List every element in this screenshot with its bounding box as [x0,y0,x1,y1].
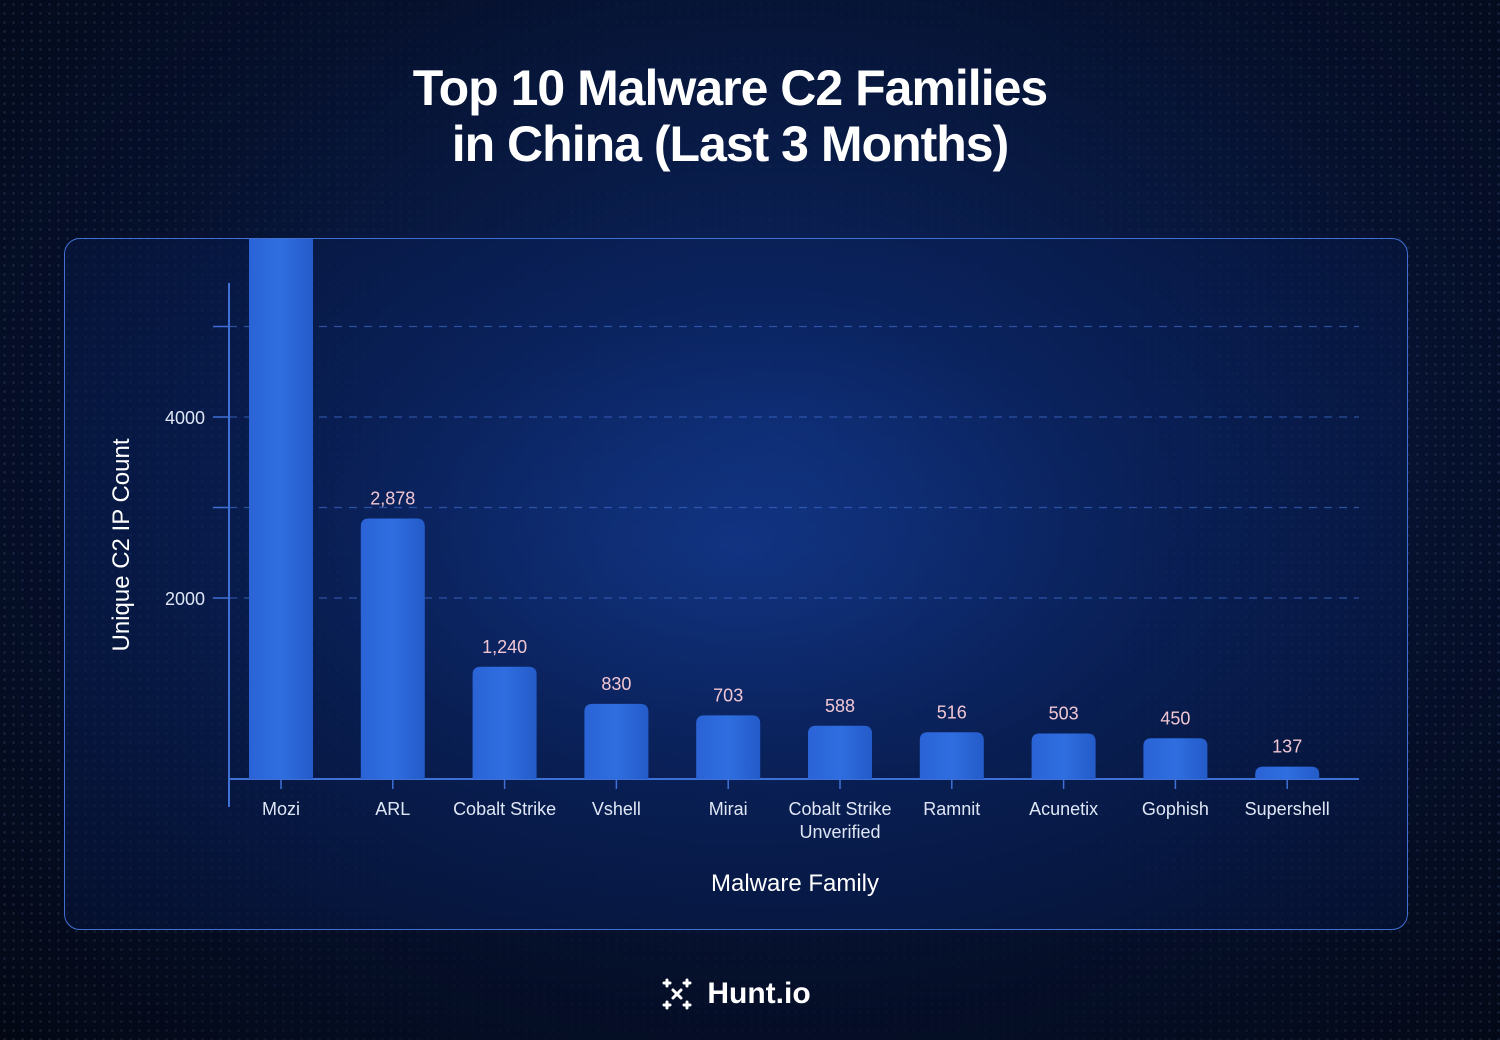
x-tick-label: Cobalt Strike [788,799,891,819]
bar-mozi [249,239,313,779]
x-tick-label: Acunetix [1029,799,1098,819]
chart-panel: 200040008000Unique C2 IP Count9,427Mozi2… [64,238,1408,930]
data-label: 450 [1160,708,1190,728]
x-tick-label: Ramnit [923,799,980,819]
chart-title: Top 10 Malware C2 Families in China (Las… [0,60,1460,172]
bar-supershell [1255,766,1320,779]
x-tick-label: Supershell [1245,799,1330,819]
data-label: 703 [713,685,743,705]
brand-name: Hunt.io [707,977,811,1010]
bar-acunetix [1031,733,1096,779]
bar-gophish [1143,738,1208,779]
y-axis-title: Unique C2 IP Count [108,438,135,651]
data-label: 137 [1272,737,1302,757]
x-tick-label: Mozi [262,799,300,819]
x-tick-label: Gophish [1142,799,1209,819]
data-label: 1,240 [482,637,527,657]
bar-mirai [696,715,761,779]
y-tick-label: 4000 [165,408,205,428]
x-tick-label: ARL [375,799,410,819]
chart-title-line-1: Top 10 Malware C2 Families [412,60,1048,116]
bar-cobalt-strike [472,666,537,779]
bar-cobalt-strike-unverified [808,725,872,779]
data-label: 830 [601,674,631,694]
x-tick-label: Cobalt Strike [453,799,556,819]
hunt-logo-icon [662,978,692,1010]
bar-ramnit [919,732,984,779]
data-label: 2,878 [370,489,415,509]
y-tick-label: 2000 [165,589,205,609]
footer-brand: Hunt.io [0,976,1470,1012]
data-label: 516 [937,702,967,722]
x-tick-label-line-2: Unverified [799,822,880,842]
bar-chart: 200040008000Unique C2 IP Count9,427Mozi2… [108,239,1359,897]
bar-vshell [584,703,649,779]
bar-arl [360,518,425,779]
x-axis-title: Malware Family [711,870,879,897]
x-tick-label: Mirai [709,799,748,819]
x-tick-label: Vshell [592,799,641,819]
chart-title-line-2: in China (Last 3 Months) [451,116,1010,172]
data-label: 503 [1049,703,1079,723]
data-label: 588 [825,696,855,716]
